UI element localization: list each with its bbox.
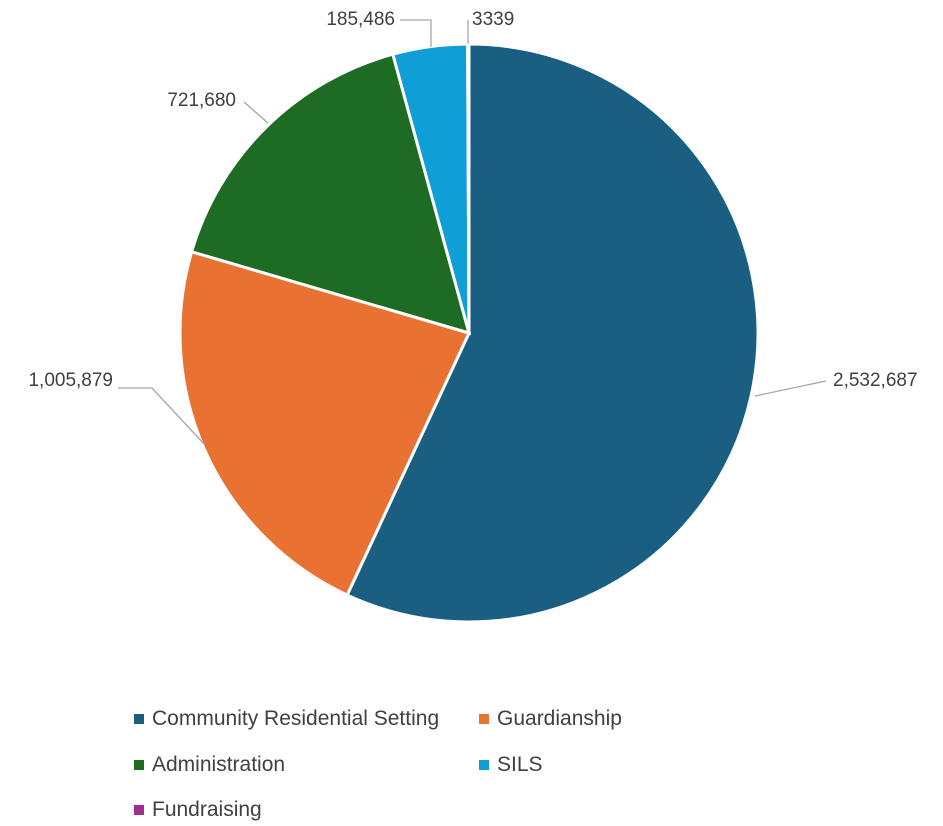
leader-line-administration [243, 101, 269, 124]
pie-slice-fundraising [466, 42, 471, 334]
leader-line-sils [400, 19, 432, 47]
data-label-sils: 185,486 [326, 9, 395, 30]
data-labels: 2,532,687 1,005,879 721,680 185,486 3339 [28, 9, 917, 391]
leader-line-community-residential-setting [754, 380, 827, 397]
pie-slices [178, 42, 760, 624]
data-label-fundraising: 3339 [472, 9, 514, 30]
leader-line-guardianship [118, 387, 206, 446]
data-label-administration: 721,680 [167, 90, 236, 111]
pie-slice-administration [189, 52, 472, 336]
pie-slice-community-residential-setting [345, 42, 760, 624]
data-label-guardianship: 1,005,879 [28, 370, 113, 391]
pie-slice-guardianship [178, 249, 472, 598]
leader-lines [118, 19, 827, 446]
data-label-community-residential-setting: 2,532,687 [833, 370, 918, 391]
